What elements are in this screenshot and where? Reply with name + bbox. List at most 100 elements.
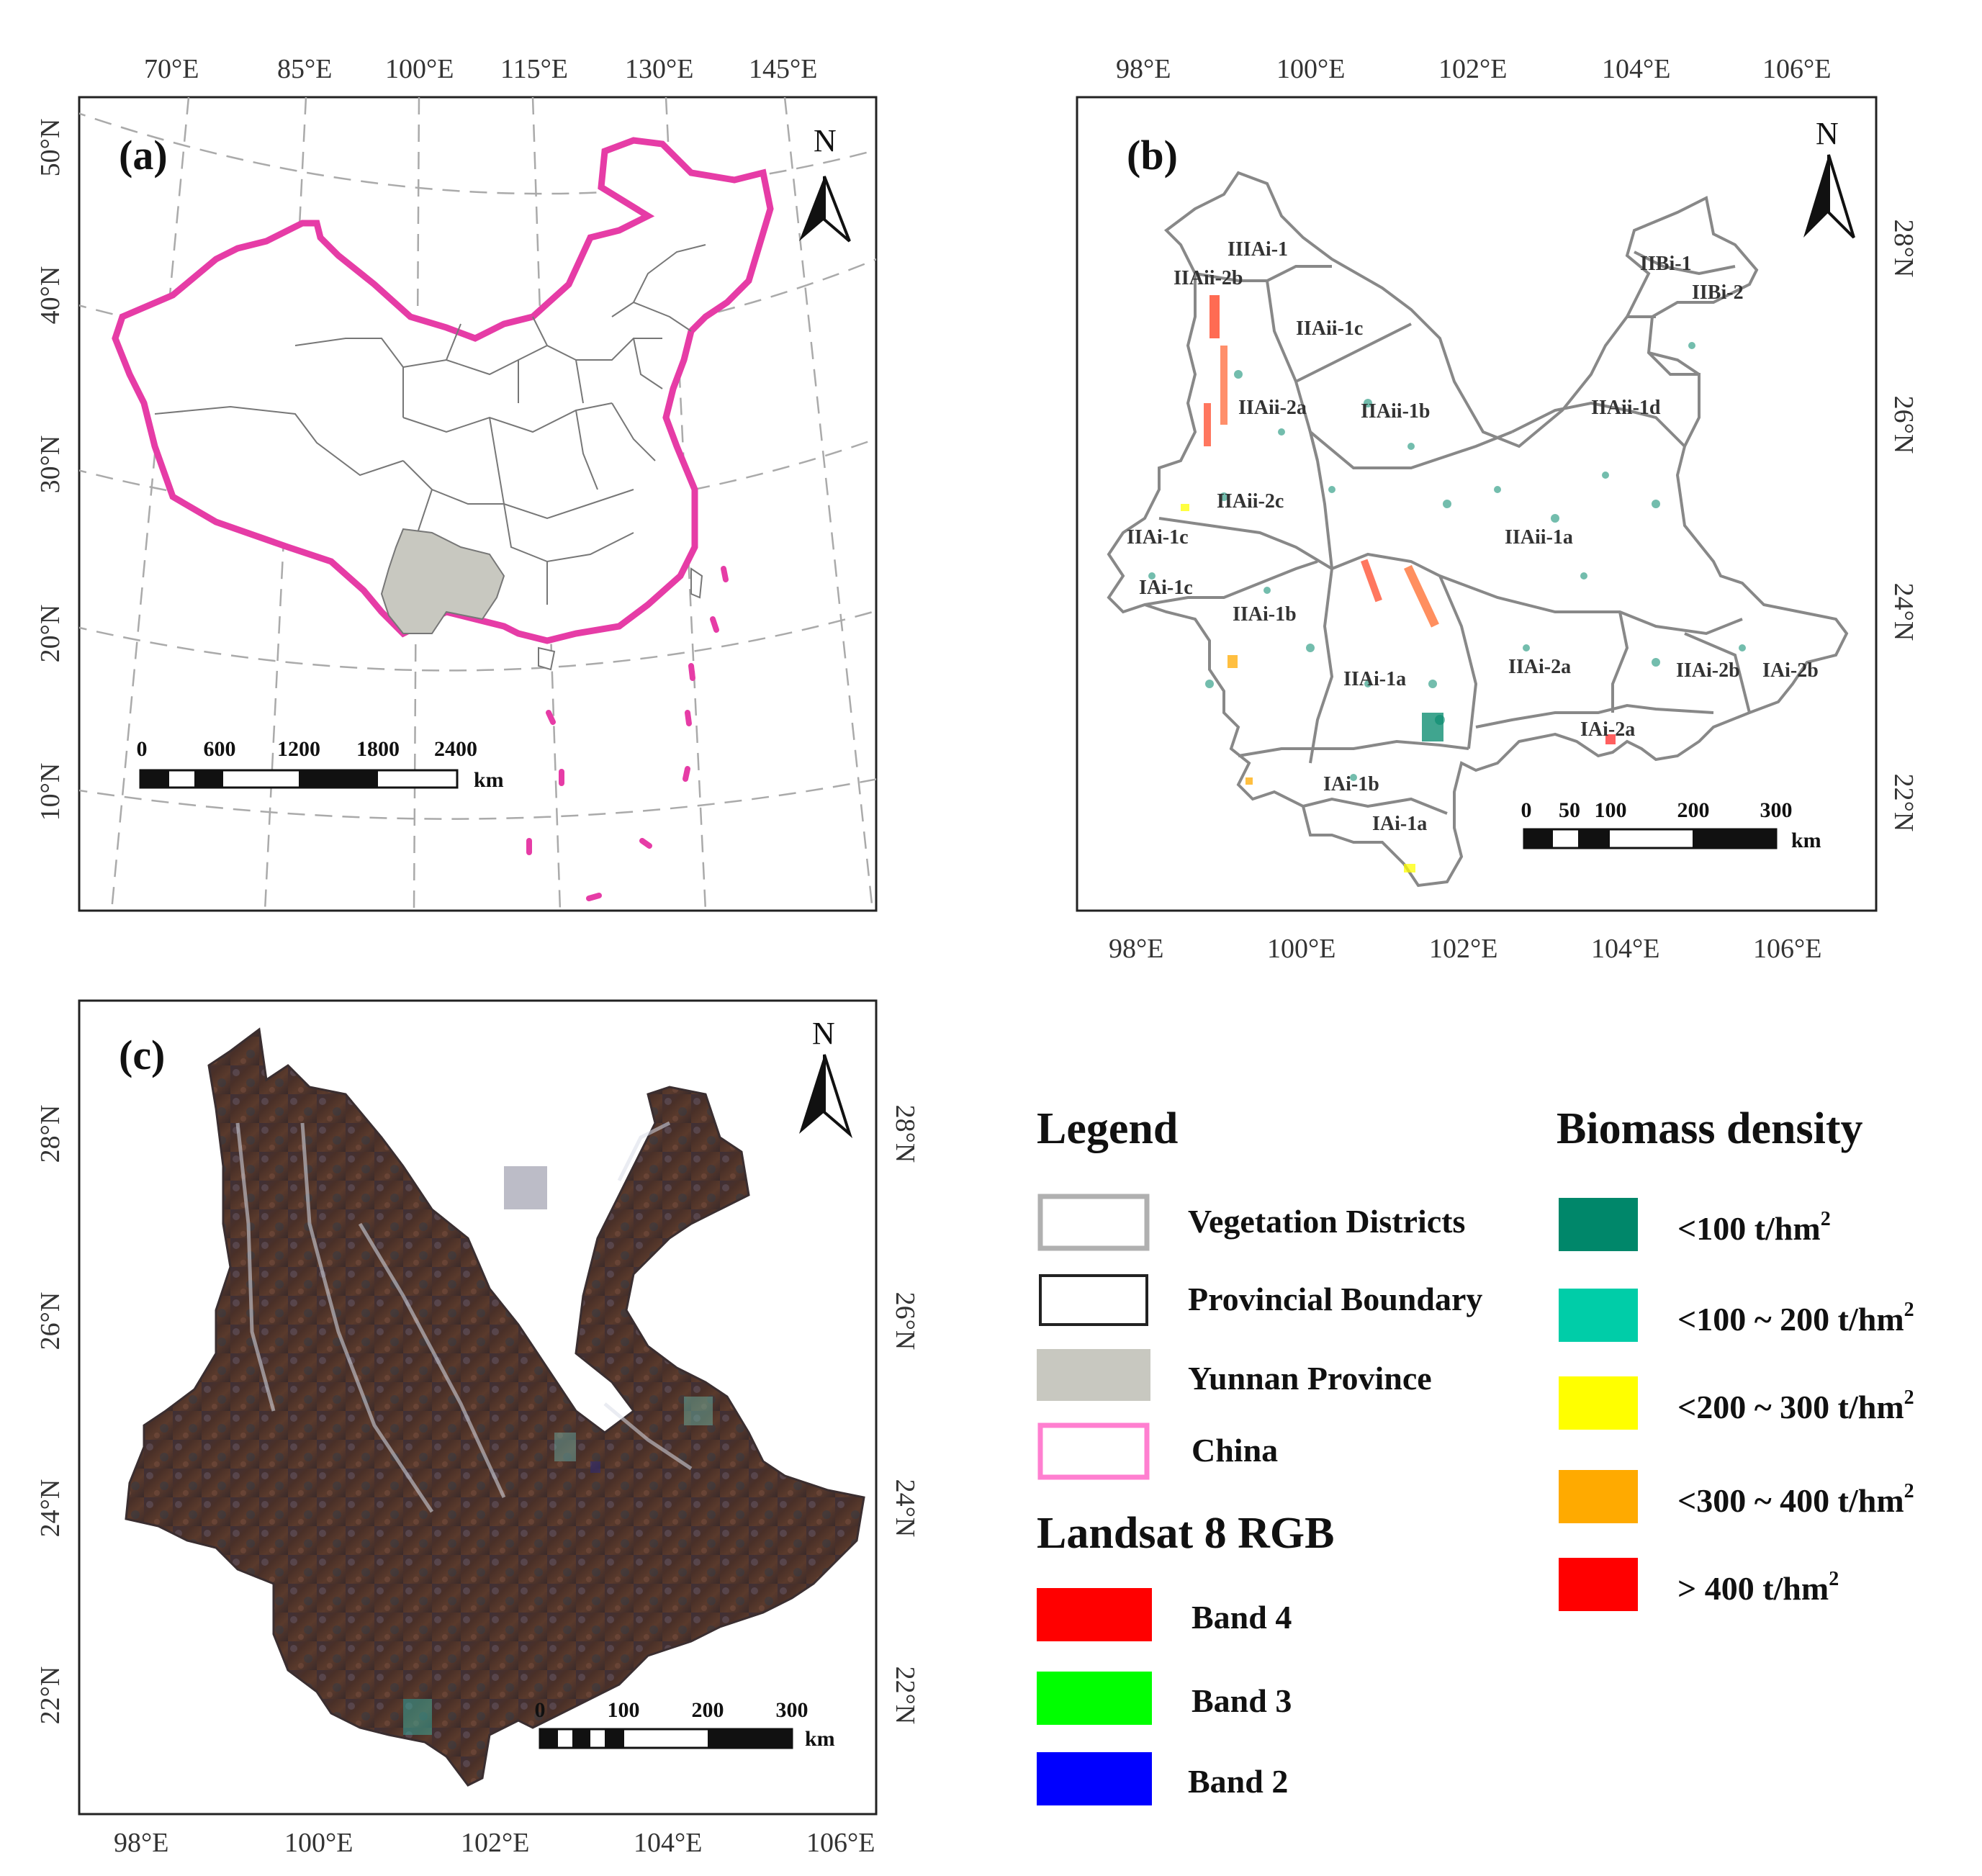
legend-label-biomass-4: <300 ~ 400 t/hm2 (1677, 1480, 1914, 1519)
district-labels: IIIAi-1 IIAii-2b IIAii-1c IIAii-2a IIAii… (1127, 238, 1819, 835)
legend-label-china: China (1192, 1432, 1278, 1469)
panel-c-north-label: N (812, 1016, 835, 1051)
china-outline (112, 137, 774, 644)
panel-a-scale-unit: km (474, 768, 504, 792)
panel-c-scale-200: 200 (692, 1698, 724, 1722)
district-label: IIBi-1 (1640, 253, 1692, 275)
legend-label-biomass-3: <200 ~ 300 t/hm2 (1677, 1386, 1914, 1425)
district-label: IIAi-2b (1676, 659, 1740, 682)
panel-a-lon-100: 100°E (385, 54, 454, 84)
hainan-island (538, 646, 556, 671)
panel-a-graticule (79, 97, 876, 911)
legend-label-yunnan: Yunnan Province (1188, 1360, 1432, 1397)
district-label: IAi-1c (1139, 577, 1193, 599)
district-label: IIAii-1b (1361, 400, 1430, 423)
panel-b-bottom-lon-100: 100°E (1267, 934, 1335, 964)
legend-swatch-band-2 (1037, 1752, 1152, 1805)
panel-c-scale-unit: km (805, 1727, 835, 1751)
panel-a-lat-20: 20°N (35, 605, 66, 663)
panel-b-lat-24: 24°N (1888, 583, 1919, 641)
panel-a-lat-10: 10°N (35, 763, 66, 821)
district-label: IIIAi-1 (1228, 238, 1288, 261)
biomass-pixels (1181, 295, 1616, 872)
panel-b-top-lon-102: 102°E (1438, 54, 1507, 84)
panel-a-lon-115: 115°E (500, 54, 568, 84)
legend-swatch-biomass-1 (1559, 1198, 1638, 1251)
district-label: IAi-1b (1323, 773, 1379, 795)
panel-c-left-lat-24: 24°N (35, 1479, 66, 1538)
panel-b-lat-26: 26°N (1888, 396, 1919, 454)
legend-swatch-yunnan (1037, 1349, 1150, 1401)
panel-c-lon-104: 104°E (634, 1828, 702, 1858)
panel-c-right-lat-24: 24°N (890, 1479, 920, 1538)
panel-b (1076, 96, 1878, 912)
taiwan-island (690, 567, 703, 599)
district-label: IAi-2a (1580, 718, 1635, 741)
district-label: IIAii-1a (1505, 526, 1573, 549)
legend-swatch-band-3 (1037, 1672, 1152, 1725)
panel-a-north-arrow (799, 176, 851, 243)
panel-b-top-lon-104: 104°E (1602, 54, 1670, 84)
panel-c-texts: (c) N 98°E 100°E 102°E 104°E 106°E 28°N … (35, 1016, 920, 1858)
panel-c-north-arrow (799, 1054, 853, 1139)
panel-c-lon-100: 100°E (284, 1828, 353, 1858)
panel-a-scale-1200: 1200 (277, 737, 320, 761)
panel-b-scale-50: 50 (1559, 798, 1580, 822)
yunnan-province-fill (380, 528, 505, 634)
district-label: IIAi-1b (1233, 603, 1297, 626)
panel-b-label: (b) (1127, 132, 1178, 179)
district-label: IIAii-1c (1296, 317, 1363, 340)
panel-b-top-lon-106: 106°E (1762, 54, 1831, 84)
panel-b-scale-300: 300 (1760, 798, 1793, 822)
legend-swatches (1037, 1194, 1638, 1805)
legend-swatch-biomass-3 (1559, 1376, 1638, 1430)
panel-c-scalebar (539, 1728, 793, 1749)
district-label: IIBi-2 (1692, 281, 1744, 304)
landsat-color-patches (403, 1166, 713, 1735)
island-dashes (526, 566, 729, 901)
panel-c-lon-98: 98°E (114, 1828, 168, 1858)
legend-swatch-provincial-boundary (1039, 1274, 1148, 1326)
panel-c-lon-106: 106°E (806, 1828, 875, 1858)
legend-label-biomass-5: > 400 t/hm2 (1677, 1568, 1839, 1607)
panel-b-north-label: N (1816, 116, 1839, 151)
district-label: IIAii-2c (1217, 490, 1284, 513)
district-label: IAi-2b (1762, 659, 1819, 682)
panel-a-lat-50: 50°N (35, 119, 66, 177)
district-label: IIAii-1d (1591, 397, 1661, 419)
panel-b-bottom-lon-104: 104°E (1591, 934, 1659, 964)
legend-swatch-biomass-5 (1559, 1558, 1638, 1611)
panel-a-scalebar (139, 769, 459, 789)
panel-a-lon-145: 145°E (749, 54, 817, 84)
legend-label-biomass-1: <100 t/hm2 (1677, 1208, 1831, 1247)
panel-b-scale-100: 100 (1595, 798, 1627, 822)
panel-b-scalebar (1523, 828, 1778, 849)
legend-swatch-biomass-4 (1559, 1470, 1638, 1523)
panel-c-scale-0: 0 (535, 1698, 546, 1722)
panel-a-texts: (a) N 70°E 85°E 100°E 115°E 130°E 145°E … (35, 54, 837, 821)
panel-a-lat-40: 40°N (35, 266, 66, 325)
legend-swatch-band-4 (1037, 1588, 1152, 1641)
district-label: IAi-1a (1372, 813, 1427, 835)
district-label: IIAii-2b (1174, 267, 1243, 289)
panel-b-top-lon-100: 100°E (1276, 54, 1345, 84)
panel-b-bottom-lon-106: 106°E (1753, 934, 1821, 964)
panel-c-right-lat-26: 26°N (890, 1292, 920, 1350)
panel-c-right-lat-28: 28°N (890, 1105, 920, 1163)
legend-swatch-biomass-2 (1559, 1289, 1638, 1342)
panel-a-scale-2400: 2400 (434, 737, 477, 761)
vegetation-district-lines (1144, 251, 1751, 815)
legend-label-provincial-boundary: Provincial Boundary (1188, 1281, 1482, 1317)
landsat-river-valleys (235, 1121, 693, 1513)
yunnan-biomass-map (1107, 171, 1849, 888)
legend-title: Legend (1037, 1104, 1178, 1153)
panel-a-label: (a) (119, 132, 168, 179)
legend-label-band-2: Band 2 (1188, 1763, 1288, 1800)
panel-a-lon-130: 130°E (625, 54, 693, 84)
panel-b-lat-22: 22°N (1888, 774, 1919, 832)
panel-a-scale-1800: 1800 (356, 737, 400, 761)
panel-b-lat-28: 28°N (1888, 220, 1919, 278)
district-label: IIAii-2a (1238, 397, 1307, 419)
legend-label-vegetation-districts: Vegetation Districts (1188, 1203, 1465, 1240)
panel-c-scale-300: 300 (776, 1698, 808, 1722)
